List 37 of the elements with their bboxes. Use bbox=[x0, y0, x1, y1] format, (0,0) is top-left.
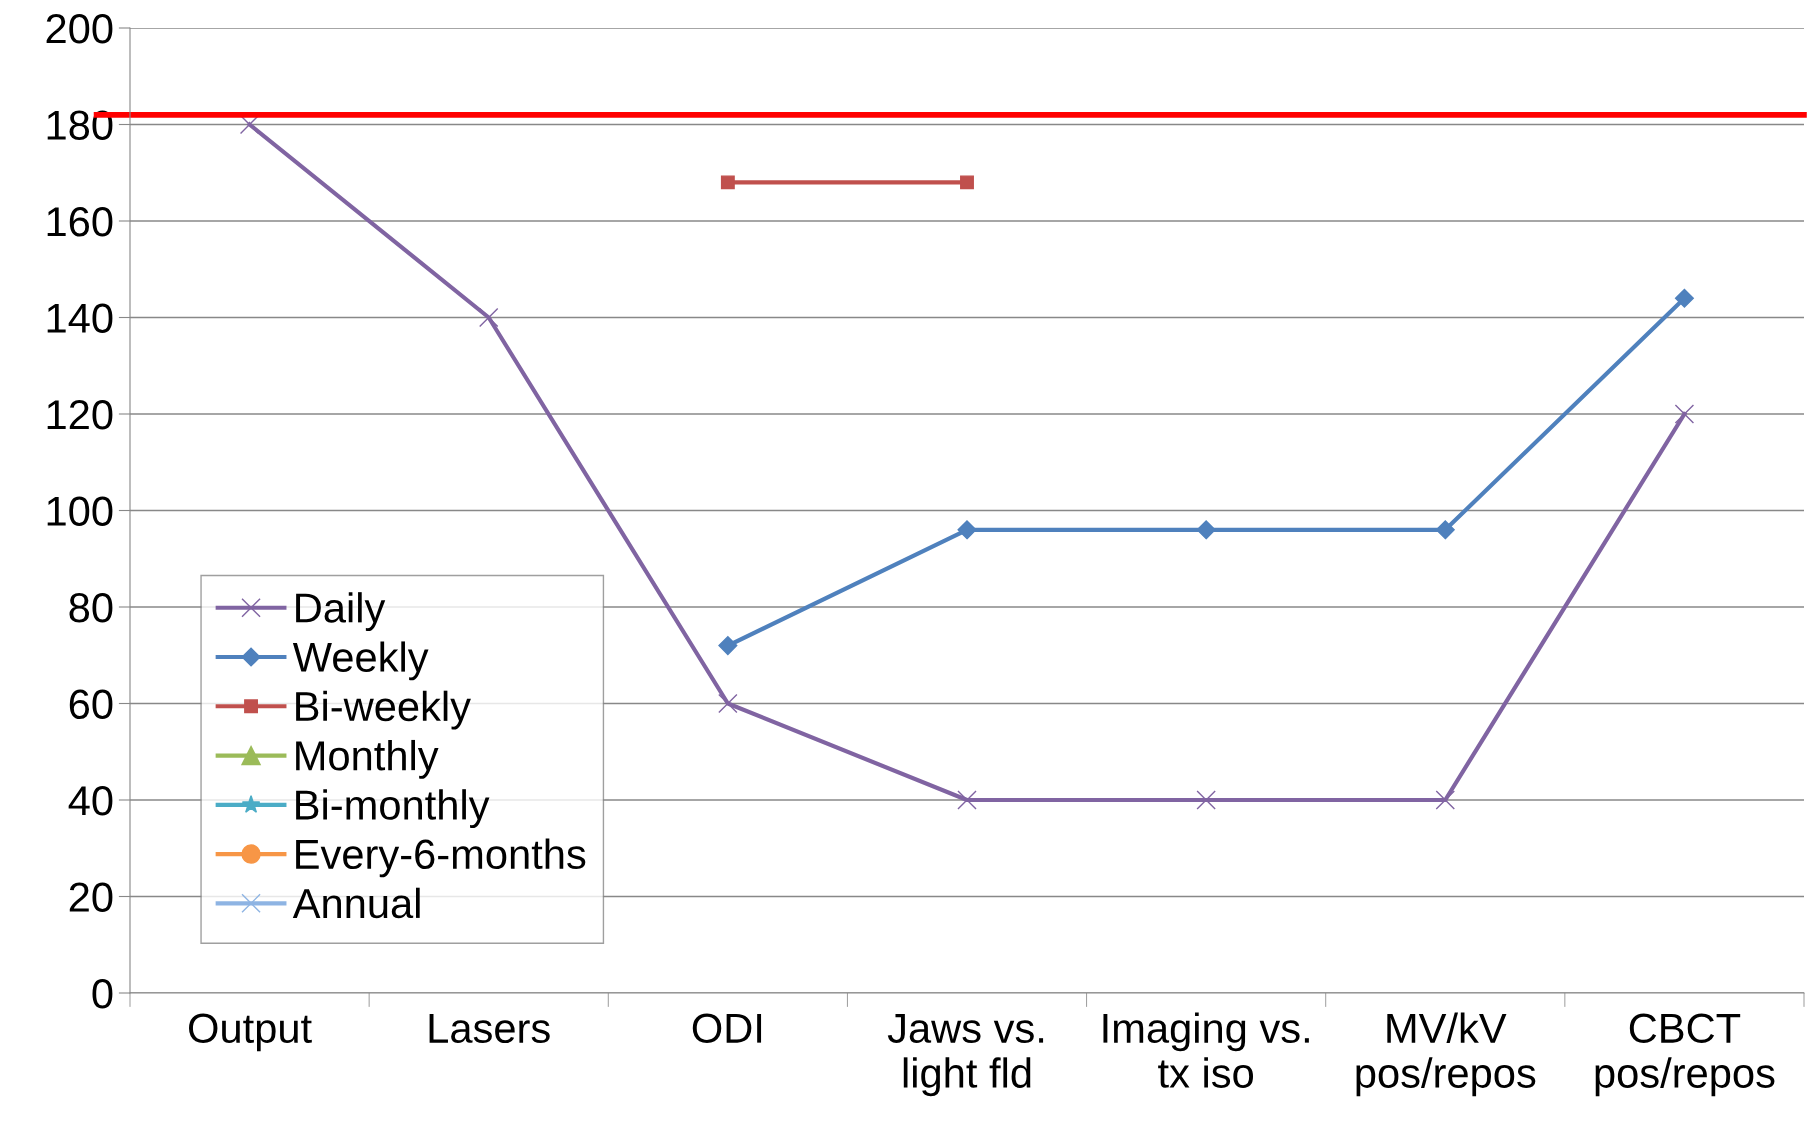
y-tick-label: 40 bbox=[68, 786, 113, 816]
point bbox=[960, 175, 974, 190]
legend-label: Daily bbox=[296, 592, 386, 631]
point bbox=[1435, 790, 1456, 810]
y-tick-label: 0 bbox=[92, 979, 113, 1009]
y-tick-label: 120 bbox=[47, 400, 113, 430]
y-tick-label: 60 bbox=[69, 689, 113, 720]
point bbox=[720, 175, 735, 190]
legend-label: Monthly bbox=[296, 739, 439, 779]
legend-label: Weekly bbox=[292, 641, 429, 681]
legend-label: Every-6-months bbox=[296, 838, 586, 878]
point bbox=[957, 520, 977, 540]
x-tick-label: CBCT pos/repos bbox=[1595, 1013, 1775, 1097]
x-tick-label: MV/kV pos/repos bbox=[1356, 1012, 1536, 1097]
legend-label: Bi-weekly bbox=[296, 690, 471, 730]
y-tick-label: 140 bbox=[47, 303, 113, 334]
y-tick-label: 160 bbox=[47, 207, 113, 237]
x-tick-label: ODI bbox=[692, 1013, 762, 1044]
point bbox=[957, 790, 977, 810]
point bbox=[718, 693, 738, 714]
point bbox=[478, 307, 499, 328]
y-tick-label: 200 bbox=[46, 14, 113, 44]
point bbox=[1196, 790, 1216, 810]
x-tick-label: Lasers bbox=[429, 1013, 550, 1044]
y-tick-label: 20 bbox=[69, 882, 113, 913]
point bbox=[1435, 520, 1455, 540]
point bbox=[1196, 520, 1216, 540]
legend-label: Bi-monthly bbox=[296, 789, 490, 829]
point bbox=[1674, 288, 1694, 308]
point bbox=[1674, 404, 1695, 424]
x-tick-label: Imaging vs. tx iso bbox=[1103, 1012, 1309, 1088]
y-tick-label: 80 bbox=[69, 593, 113, 623]
x-tick-label: Jaws vs. light fld bbox=[887, 1013, 1044, 1097]
x-tick-label: Output bbox=[189, 1013, 312, 1052]
legend-label: Annual bbox=[292, 887, 420, 919]
y-tick-label: 100 bbox=[47, 496, 113, 527]
point bbox=[718, 636, 738, 656]
